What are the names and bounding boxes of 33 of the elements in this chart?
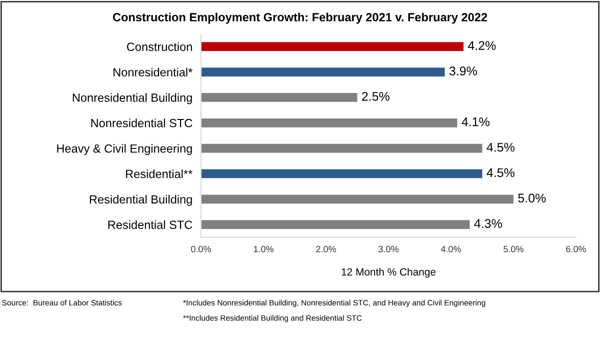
bar xyxy=(201,118,458,128)
data-label: 5.0% xyxy=(518,194,546,203)
x-axis-title: 12 Month % Change xyxy=(342,268,436,278)
y-tick-label: Heavy & Civil Engineering xyxy=(57,144,192,156)
y-tick-label: Residential Building xyxy=(90,194,192,206)
y-tick-label: Nonresidential Building xyxy=(72,93,192,104)
x-tick-label: 3.0% xyxy=(378,246,398,252)
x-tick-label: 4.0% xyxy=(440,246,461,252)
data-label: 4.1% xyxy=(462,117,490,126)
bar xyxy=(201,68,445,76)
bar xyxy=(201,220,470,230)
y-tick-label: Residential STC xyxy=(108,220,192,229)
bar xyxy=(201,169,482,178)
bar xyxy=(201,194,514,204)
data-label: 4.5% xyxy=(486,168,514,178)
bar xyxy=(201,42,464,52)
data-label: 4.2% xyxy=(468,41,496,50)
data-label: 2.5% xyxy=(362,92,390,101)
bar xyxy=(201,93,358,102)
bar xyxy=(201,144,482,153)
x-tick-label: 6.0% xyxy=(566,246,586,252)
y-tick-label: Nonresidential STC xyxy=(91,118,192,128)
x-tick-label: 2.0% xyxy=(316,246,336,252)
data-label: 4.5% xyxy=(486,142,514,152)
data-label: 3.9% xyxy=(449,66,477,76)
y-tick-label: Residential** xyxy=(126,169,192,178)
data-label: 4.3% xyxy=(474,219,502,228)
y-tick-label: Construction xyxy=(126,42,192,52)
x-tick-label: 1.0% xyxy=(254,246,274,252)
y-tick-label: Nonresidential* xyxy=(114,68,192,76)
chart-title: Construction Employment Growth: February 2021 v. February 2022 xyxy=(112,12,488,24)
x-tick-label: 0.0% xyxy=(191,246,211,252)
x-tick-label: 5.0% xyxy=(504,246,524,252)
